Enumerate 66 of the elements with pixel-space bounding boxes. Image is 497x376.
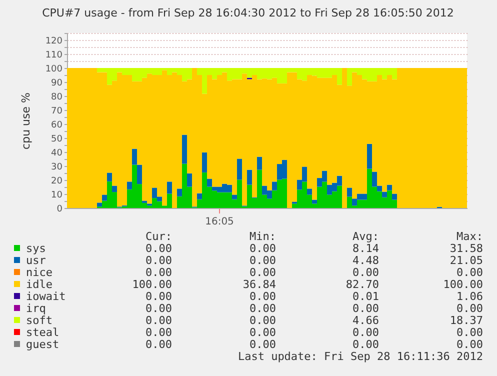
text: 0.00 xyxy=(248,242,276,255)
text: Cur: xyxy=(144,230,172,243)
y-tick-label: 50 xyxy=(51,134,63,144)
text: Avg: xyxy=(352,230,379,243)
text: 0.00 xyxy=(144,314,172,327)
text: 0.00 xyxy=(144,302,172,315)
legend-label: soft xyxy=(26,314,52,327)
text: 82.70 xyxy=(344,278,379,291)
y-tick-label: 40 xyxy=(51,148,63,158)
text: 0.00 xyxy=(144,326,172,339)
text: 0.00 xyxy=(352,338,379,351)
legend-label: steal xyxy=(26,326,60,339)
legend-label: iowait xyxy=(26,290,66,303)
text: 1.06 xyxy=(456,290,483,303)
y-tick-label: 70 xyxy=(51,106,63,116)
y-tick-label: 20 xyxy=(51,176,63,186)
y-tick-label: 80 xyxy=(51,92,63,102)
text: 31.58 xyxy=(448,242,483,255)
text: 4.66 xyxy=(352,314,379,327)
legend-label: usr xyxy=(26,254,46,267)
text: 0.00 xyxy=(144,290,172,303)
text: 0.00 xyxy=(248,302,276,315)
text: 0.00 xyxy=(456,326,483,339)
text: 0.00 xyxy=(248,326,276,339)
text: 0.00 xyxy=(144,254,172,267)
text: 0.00 xyxy=(248,266,276,279)
y-tick-label: 30 xyxy=(51,162,63,172)
y-tick-label: 90 xyxy=(51,78,63,88)
text: 0.00 xyxy=(248,290,276,303)
text: 0.00 xyxy=(456,302,483,315)
y-tick-label: 10 xyxy=(51,190,63,200)
legend-label: idle xyxy=(26,278,52,291)
text: 0.01 xyxy=(352,290,379,303)
text: 0.00 xyxy=(456,338,483,351)
text: 100.00 xyxy=(442,278,483,291)
y-tick-label: 120 xyxy=(45,36,63,46)
text: 0.00 xyxy=(248,254,276,267)
text: Last update: Fri Sep 28 16:11:36 2012 xyxy=(238,350,483,363)
text: 0.00 xyxy=(352,266,379,279)
legend-label: irq xyxy=(26,302,46,315)
text: 0.00 xyxy=(144,242,172,255)
text: 0.00 xyxy=(352,302,379,315)
chart-title: CPU#7 usage - from Fri Sep 28 16:04:30 2012 to Fri Sep 28 16:05:50 2012 xyxy=(42,6,454,20)
text: 100.00 xyxy=(131,278,172,291)
text: 21.05 xyxy=(448,254,483,267)
text: 0.00 xyxy=(456,266,483,279)
y-tick-label: 100 xyxy=(45,64,63,74)
text: 0.00 xyxy=(144,266,172,279)
text: 36.84 xyxy=(242,278,276,291)
y-tick-label: 60 xyxy=(51,120,63,130)
text: 0.00 xyxy=(352,326,379,339)
y-axis-title: cpu use % xyxy=(19,92,32,150)
y-tick-label: 0 xyxy=(56,204,63,214)
y-tick-label: 110 xyxy=(45,50,63,60)
legend-label: guest xyxy=(26,338,60,351)
text: 4.48 xyxy=(352,254,379,267)
x-tick-label: 16:05 xyxy=(205,216,234,228)
text: Max: xyxy=(456,230,483,243)
text: Min: xyxy=(248,230,276,243)
text: 0.00 xyxy=(144,338,172,351)
text: 0.00 xyxy=(248,314,276,327)
legend-label: nice xyxy=(26,266,52,279)
text: 8.14 xyxy=(352,242,379,255)
text: 18.37 xyxy=(448,314,483,327)
legend-label: sys xyxy=(26,242,46,255)
text: 0.00 xyxy=(248,338,276,351)
